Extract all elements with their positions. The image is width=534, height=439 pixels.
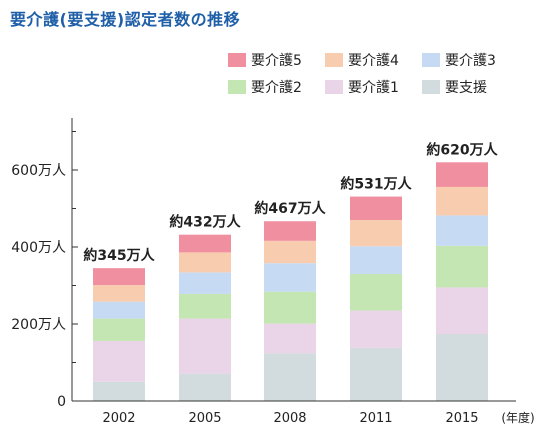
legend-item-shien: 要支援 [422, 77, 487, 97]
bar-segment [350, 196, 402, 221]
legend-swatch [228, 80, 246, 94]
legend-item-kaigo3: 要介護3 [422, 50, 496, 70]
y-tick-label: 200万人 [11, 317, 66, 333]
bar-segment [436, 287, 488, 335]
bar-segment [350, 273, 402, 311]
x-tick-label: 2011 [359, 411, 392, 426]
bar-segment [93, 318, 145, 341]
bar-segment [264, 240, 316, 264]
bar-segment [436, 245, 488, 288]
bar-segment [179, 373, 231, 401]
bar-total-label: 約345万人 [83, 247, 155, 264]
bar-segment [93, 340, 145, 382]
bar-total-label: 約531万人 [340, 176, 412, 193]
x-tick-label: 2005 [188, 411, 221, 426]
chart-title: 要介護(要支援)認定者数の推移 [10, 10, 241, 29]
bar-segment [350, 246, 402, 274]
bar-total-label: 約620万人 [426, 141, 498, 158]
bar-segment [179, 293, 231, 319]
bar-segment [93, 268, 145, 286]
bar-segment [264, 263, 316, 292]
legend-item-kaigo4: 要介護4 [325, 50, 399, 70]
bar-segment [264, 291, 316, 324]
bar-segment [436, 334, 488, 401]
legend-item-kaigo1: 要介護1 [325, 77, 399, 97]
bar-segment [93, 301, 145, 319]
bar-total-label: 約432万人 [169, 214, 241, 231]
bar-segment [93, 381, 145, 401]
legend-item-kaigo2: 要介護2 [228, 77, 302, 97]
legend-swatch [325, 80, 343, 94]
legend-swatch [325, 53, 343, 67]
bar-segment [436, 215, 488, 246]
bar-segment [264, 323, 316, 354]
y-tick-label: 400万人 [11, 240, 66, 256]
legend-label: 要介護1 [348, 80, 399, 96]
bar-segment [350, 347, 402, 401]
bar-segment [350, 310, 402, 348]
bar-segment [264, 353, 316, 401]
x-tick-label: 2002 [102, 411, 135, 426]
legend-label: 要支援 [445, 80, 487, 96]
legend-label: 要介護3 [445, 53, 496, 69]
bar-segment [264, 221, 316, 241]
legend-label: 要介護5 [251, 53, 302, 69]
x-tick-label: 2015 [445, 411, 478, 426]
bar-segment [179, 252, 231, 273]
legend-label: 要介護2 [251, 80, 302, 96]
legend-swatch [422, 80, 440, 94]
legend-label: 要介護4 [348, 53, 399, 69]
x-axis-unit: (年度) [501, 410, 534, 425]
bar-segment [179, 272, 231, 294]
y-tick-label: 0 [57, 394, 66, 410]
bar-segment [179, 318, 231, 374]
bar-segment [436, 162, 488, 187]
legend-swatch [228, 53, 246, 67]
legend-item-kaigo5: 要介護5 [228, 50, 302, 70]
x-tick-label: 2008 [273, 411, 306, 426]
bar-segment [93, 285, 145, 302]
bar-segment [179, 234, 231, 253]
bar-total-label: 約467万人 [254, 200, 326, 217]
y-tick-label: 600万人 [11, 163, 66, 179]
legend-swatch [422, 53, 440, 67]
bar-segment [350, 220, 402, 247]
bar-segment [436, 186, 488, 216]
